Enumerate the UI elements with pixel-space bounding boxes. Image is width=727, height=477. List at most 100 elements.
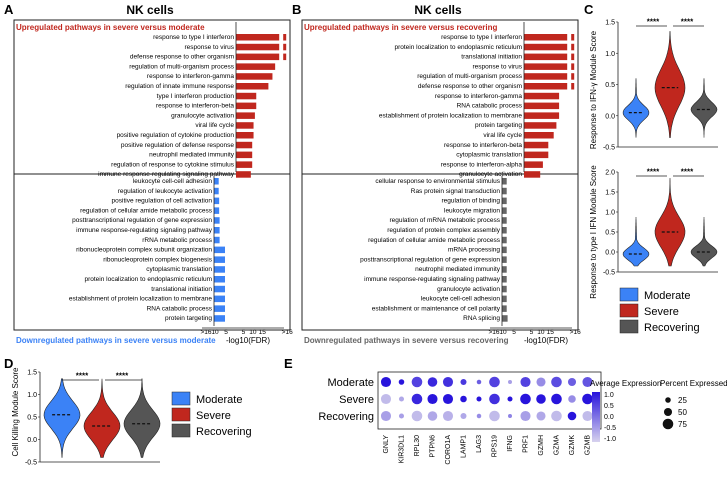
y-axis-label: Cell Killing Module Score <box>11 367 20 456</box>
tick-label: 0.5 <box>604 403 614 410</box>
bar <box>214 197 220 205</box>
bar <box>502 227 507 234</box>
dot <box>476 379 482 385</box>
legend-swatch <box>619 319 639 334</box>
dot <box>442 393 454 405</box>
bar-label: protein targeting <box>165 315 212 322</box>
bar <box>524 151 549 159</box>
row-label: Severe <box>339 394 374 406</box>
dot <box>476 413 482 419</box>
tick-label: 5 <box>242 329 246 336</box>
tick-label: -0.5 <box>603 145 615 152</box>
up-title: Upregulated pathways in severe versus mo… <box>16 23 205 32</box>
tick-label: 0.5 <box>605 82 615 89</box>
tick-label: 5 <box>224 329 228 336</box>
bar-label: neutrophil mediated immunity <box>415 266 501 273</box>
plot-frame <box>301 19 579 331</box>
bar <box>214 187 219 195</box>
bar <box>236 102 257 110</box>
bar-break <box>571 83 575 90</box>
bar-label: regulation of cellular amide metabolic p… <box>80 207 213 214</box>
bar <box>236 83 269 90</box>
tick-label: 0.5 <box>605 230 615 237</box>
bar <box>524 34 568 41</box>
size-key-label: 50 <box>678 408 687 417</box>
bar-label: posttranscriptional regulation of gene e… <box>360 256 500 263</box>
bar <box>502 246 507 254</box>
dot <box>460 378 467 386</box>
bar-label: positive regulation of defense response <box>121 142 234 149</box>
size-key-dot <box>665 397 671 403</box>
bar <box>502 276 507 283</box>
dot <box>520 410 531 422</box>
bar-break <box>571 63 575 70</box>
bar-break <box>283 34 287 41</box>
tick-label: 1.0 <box>605 51 615 58</box>
bar-label: cytoplasmic translation <box>146 266 212 273</box>
bar-label: protein localization to endoplasmic reti… <box>84 276 212 283</box>
row-label: Moderate <box>328 377 374 389</box>
legend-label: Severe <box>644 306 679 318</box>
bar-label: response to interferon-beta <box>156 103 234 110</box>
legend-swatch <box>171 423 191 438</box>
bar <box>236 122 254 129</box>
bar <box>502 217 507 224</box>
bar <box>502 197 507 205</box>
dot <box>380 376 392 388</box>
dot <box>489 393 500 405</box>
bar <box>236 112 255 119</box>
panel-title: NK cells <box>126 3 174 17</box>
dot <box>380 410 392 422</box>
violin <box>690 78 718 138</box>
bar <box>214 305 225 312</box>
bar-label: positive regulation of cytokine producti… <box>117 132 235 139</box>
tick-label: -0.5 <box>603 270 615 277</box>
bar-label: response to interferon-gamma <box>147 73 234 80</box>
bar-label: granulocyte activation <box>459 171 522 178</box>
tick-label: 1.0 <box>27 392 37 399</box>
tick-label: 0.0 <box>605 250 615 257</box>
bar <box>236 73 273 80</box>
bar-label: leukocyte cell-cell adhesion <box>133 178 213 185</box>
bar-label: rRNA metabolic process <box>142 237 212 244</box>
bar <box>236 34 280 41</box>
bar <box>524 171 541 178</box>
bar-label: response to virus <box>473 63 523 70</box>
legend-swatch <box>171 391 191 406</box>
down-title: Downregulated pathways in severe versus … <box>304 336 509 345</box>
panel-letter: E <box>284 356 293 371</box>
bar <box>524 141 549 149</box>
dot <box>398 379 405 385</box>
bar-label: response to type I interferon <box>441 34 522 41</box>
bar-label: positive regulation of cell activation <box>112 198 213 205</box>
bar <box>236 151 253 159</box>
bar <box>524 112 560 119</box>
legend-swatch <box>619 303 639 318</box>
size-key-dot <box>662 418 674 430</box>
gene-label: RPL30 <box>414 435 421 457</box>
gene-label: LAMP1 <box>461 435 468 458</box>
bar <box>502 187 507 195</box>
bar-label: establishment or maintenance of cell pol… <box>372 305 501 312</box>
dot <box>551 410 562 422</box>
bar <box>214 285 225 293</box>
bar <box>214 315 225 322</box>
dot <box>551 376 562 388</box>
plot-frame <box>377 371 602 430</box>
tick-label: 5 <box>530 329 534 336</box>
bar <box>502 285 507 293</box>
bar-break <box>571 53 575 61</box>
bar <box>214 207 220 214</box>
bar-label: regulation of binding <box>441 198 500 205</box>
dot <box>411 410 423 422</box>
violin <box>654 31 686 138</box>
legend-swatch <box>619 287 639 302</box>
bar <box>502 236 507 244</box>
gene-label: CORO1A <box>445 435 452 465</box>
dot <box>536 377 546 387</box>
bar-break <box>571 34 575 41</box>
legend-title: Percent Expressed <box>660 379 727 388</box>
bar-label: ribonucleoprotein complex biogenesis <box>103 256 213 263</box>
tick-label: 10 <box>537 329 545 336</box>
bar-break <box>571 43 575 51</box>
